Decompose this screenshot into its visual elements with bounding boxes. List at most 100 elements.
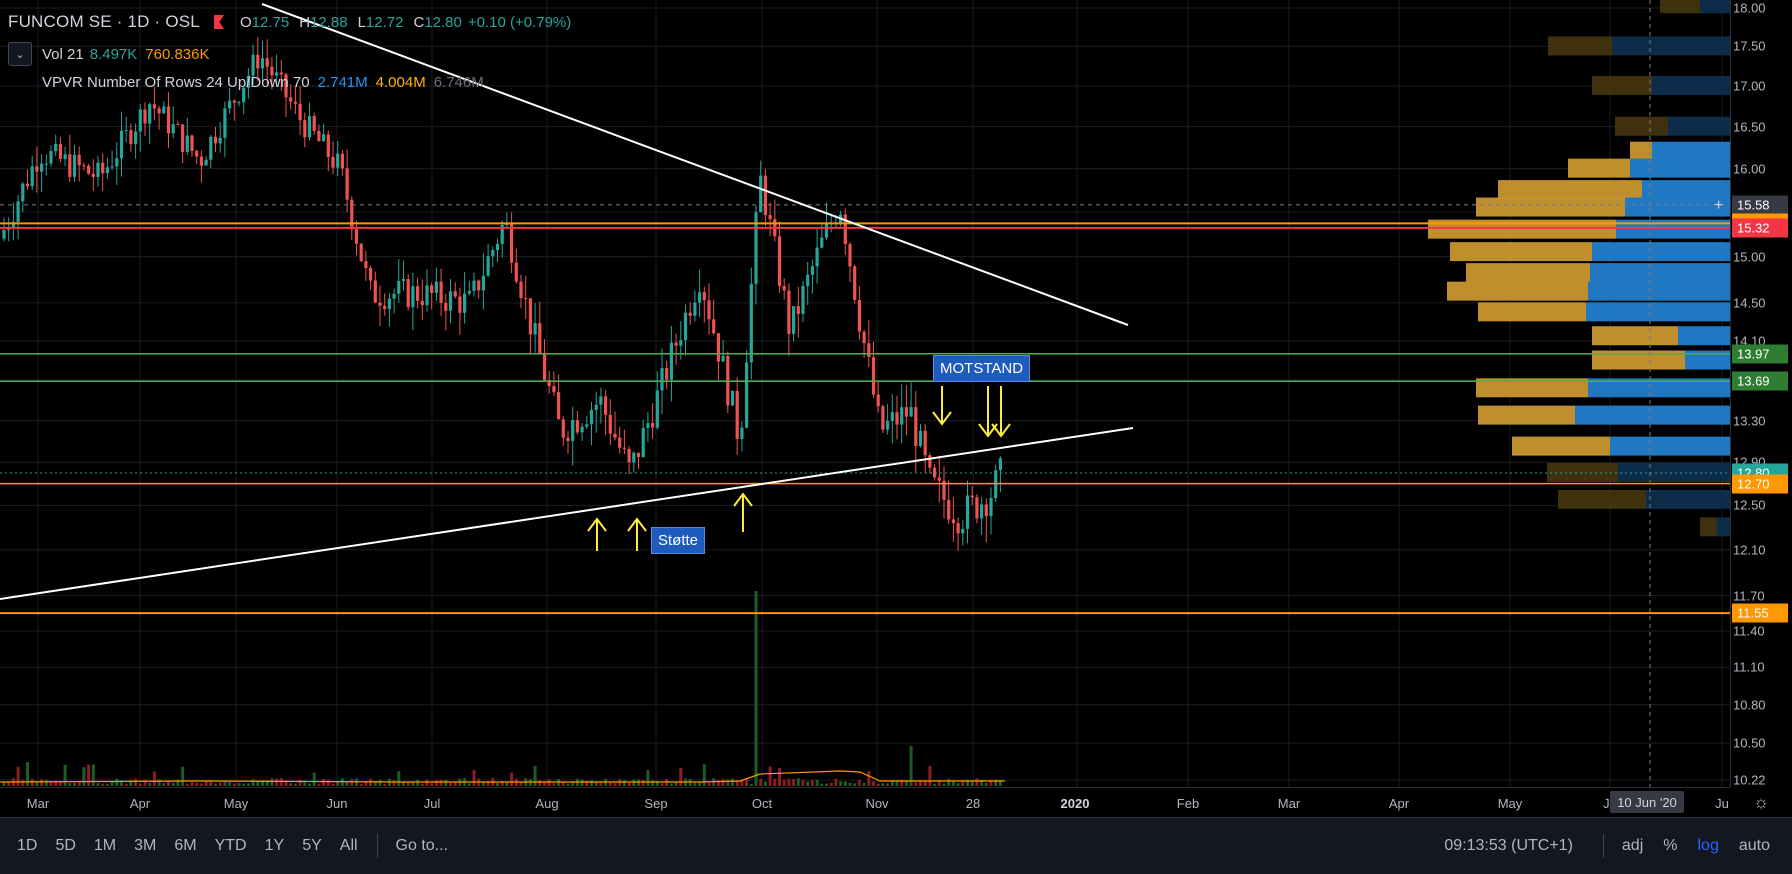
- volume-bar: [265, 780, 269, 786]
- volume-bar: [970, 781, 974, 786]
- candle: [627, 446, 631, 475]
- auto-scale-button[interactable]: auto: [1738, 837, 1770, 854]
- time-axis[interactable]: JuJuMayAprMarFeb202028NovOctSepAugJulJun…: [0, 787, 1730, 818]
- volume-profile-down-bar: [1592, 326, 1678, 346]
- volume-bar: [364, 780, 368, 786]
- candle: [782, 278, 786, 300]
- timeframe-1d-button[interactable]: 1D: [17, 837, 38, 854]
- volume-bar: [392, 780, 396, 786]
- volume-bar: [232, 783, 236, 786]
- candle: [538, 301, 542, 355]
- volume-ma-line: [0, 770, 1005, 783]
- volume-name[interactable]: Vol 21: [42, 45, 84, 63]
- price-badge: 12.70: [1732, 474, 1788, 494]
- go-to-date-button[interactable]: Go to...: [395, 837, 449, 854]
- candle: [796, 286, 800, 338]
- volume-bar: [26, 762, 29, 786]
- volume-bar: [82, 767, 86, 786]
- vpvr-name[interactable]: VPVR Number Of Rows 24 Up/Down 70: [42, 74, 310, 91]
- volume-bar: [298, 779, 302, 786]
- timeframe-1y-button[interactable]: 1Y: [264, 837, 285, 854]
- volume-profile-up-bar: [1618, 462, 1730, 482]
- candle: [712, 299, 716, 336]
- timeframe-5d-button[interactable]: 5D: [55, 837, 76, 854]
- time-tick-label: Oct: [751, 796, 773, 811]
- volume-bar: [176, 779, 180, 786]
- volume-bar: [195, 782, 199, 786]
- candle: [30, 156, 34, 191]
- volume-bar: [820, 783, 824, 786]
- open-label: O: [239, 13, 252, 31]
- support-annotation[interactable]: Støtte: [651, 527, 706, 554]
- volume-bar: [599, 781, 603, 786]
- volume-bar: [68, 782, 72, 786]
- price-tick-label: 10.22: [1733, 772, 1766, 788]
- resistance-annotation[interactable]: MOTSTAND: [933, 355, 1031, 382]
- adjust-button[interactable]: adj: [1621, 837, 1644, 854]
- candle: [495, 238, 500, 262]
- candle: [185, 118, 189, 156]
- volume-bar: [726, 779, 730, 786]
- volume-bar: [73, 782, 76, 786]
- log-scale-button[interactable]: log: [1697, 837, 1719, 854]
- timeframe-1m-button[interactable]: 1M: [93, 837, 117, 854]
- volume-bar: [472, 769, 476, 786]
- volume-bar: [110, 781, 114, 786]
- chevron-down-icon[interactable]: ⌄: [8, 42, 32, 66]
- candle: [72, 145, 77, 182]
- candle: [232, 99, 236, 121]
- candle: [44, 154, 48, 176]
- candle: [542, 339, 547, 382]
- candle: [702, 286, 706, 323]
- percent-scale-button[interactable]: %: [1663, 837, 1678, 854]
- time-tick-label: Nov: [865, 796, 889, 811]
- symbol-name[interactable]: FUNCOM SE · 1D · OSL: [8, 12, 200, 31]
- candle: [745, 350, 749, 429]
- support-arrow: [627, 517, 647, 551]
- timeframe-ytd-button[interactable]: YTD: [214, 837, 247, 854]
- candle: [213, 126, 218, 153]
- candle: [547, 370, 551, 394]
- candle: [444, 293, 448, 331]
- volume-bar: [293, 783, 297, 786]
- timeframe-6m-button[interactable]: 6M: [174, 837, 197, 854]
- volume-bar: [21, 780, 25, 786]
- volume-bar: [378, 779, 382, 786]
- close-label: C: [413, 13, 425, 31]
- volume-profile-down-bar: [1592, 75, 1652, 95]
- clock[interactable]: 09:13:53 (UTC+1): [1444, 837, 1573, 854]
- candle: [777, 221, 782, 293]
- price-axis[interactable]: 18.00 17.50 17.00 16.50 16.00 14.50 14.10 13.30…: [1730, 0, 1792, 788]
- volume-bar: [275, 778, 279, 786]
- price-chart[interactable]: +: [0, 0, 1730, 787]
- candle: [279, 59, 283, 91]
- volume-bar: [87, 764, 91, 786]
- candle: [580, 422, 584, 441]
- volume-bar: [951, 781, 955, 786]
- price-tick-label: 14.50: [1733, 295, 1766, 311]
- volume-bar: [980, 779, 984, 786]
- resistance-arrow: [932, 386, 952, 426]
- candle: [918, 424, 923, 448]
- timeframe-5y-button[interactable]: 5Y: [302, 837, 322, 854]
- time-tick-label: 28: [965, 796, 981, 811]
- volume-profile-up-bar: [1717, 517, 1730, 537]
- volume-bar: [157, 779, 161, 786]
- gear-icon[interactable]: ☼: [1752, 791, 1770, 812]
- volume-bar: [486, 781, 490, 786]
- candle: [68, 134, 72, 182]
- timeframe-3m-button[interactable]: 3M: [134, 837, 157, 854]
- candle: [848, 241, 852, 283]
- candle: [138, 104, 142, 152]
- volume-profile-up-bar: [1586, 302, 1730, 322]
- volume-bar: [698, 781, 702, 786]
- volume-bar: [101, 783, 105, 786]
- volume-bar: [308, 783, 311, 786]
- volume-bar: [49, 780, 53, 786]
- candle: [82, 162, 86, 171]
- time-tick-label: Apr: [129, 796, 151, 811]
- chart-area[interactable]: + FUNCOM SE · 1D · OSL O 12.75 H 12.88 L 12…: [0, 0, 1730, 787]
- timeframe-all-button[interactable]: All: [339, 837, 358, 854]
- volume-bar: [810, 780, 814, 786]
- time-tick-label: Ju: [1715, 796, 1729, 811]
